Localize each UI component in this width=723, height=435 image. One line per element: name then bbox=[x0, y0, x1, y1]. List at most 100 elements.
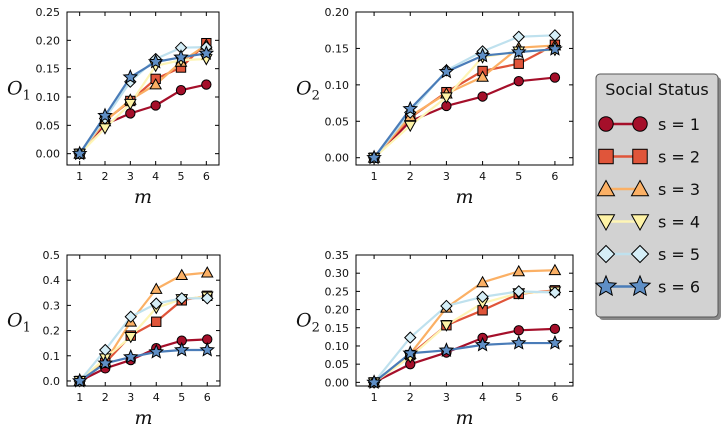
data-point bbox=[147, 53, 164, 69]
data-point bbox=[548, 286, 562, 299]
x-tick-label: 3 bbox=[443, 170, 450, 183]
data-point bbox=[476, 290, 489, 304]
series-line bbox=[373, 34, 555, 159]
x-tick-label: 6 bbox=[204, 391, 211, 404]
y-tick-label: 0.10 bbox=[325, 79, 350, 92]
x-axis-label: m bbox=[134, 407, 152, 429]
x-tick-label: 2 bbox=[102, 391, 109, 404]
data-point bbox=[402, 100, 419, 116]
legend-marker bbox=[632, 148, 648, 165]
x-tick-label: 1 bbox=[76, 170, 83, 183]
data-point bbox=[404, 331, 417, 344]
data-point bbox=[124, 310, 137, 323]
x-tick-label: 1 bbox=[371, 391, 378, 404]
data-point bbox=[97, 107, 113, 123]
x-tick-label: 6 bbox=[551, 170, 558, 183]
y-tick-label: 0.20 bbox=[325, 6, 350, 19]
y-axis-label: O1 bbox=[7, 310, 31, 336]
data-point bbox=[549, 323, 561, 335]
data-point bbox=[474, 47, 491, 63]
data-point bbox=[173, 341, 190, 357]
x-tick-label: 6 bbox=[551, 391, 558, 404]
x-tick-label: 4 bbox=[479, 170, 486, 183]
chart-panel-top-right: 1 2 3 4 5 6 0.00 0.05 0.10 0.15 0.20 m O2 bbox=[296, 6, 574, 208]
data-point bbox=[148, 343, 165, 359]
data-point bbox=[474, 336, 491, 352]
x-tick-label: 5 bbox=[178, 170, 185, 183]
x-tick-label: 5 bbox=[515, 391, 522, 404]
legend-box bbox=[595, 73, 719, 318]
data-point bbox=[438, 63, 455, 79]
y-tick-label: 0.25 bbox=[36, 6, 61, 19]
y-axis-label: O1 bbox=[7, 78, 31, 104]
y-tick-label: 0.05 bbox=[36, 119, 61, 132]
y-tick-label: 0.3 bbox=[43, 299, 61, 312]
data-point bbox=[438, 342, 455, 357]
data-point bbox=[149, 78, 163, 90]
data-point bbox=[149, 282, 163, 294]
y-tick-label: 0.00 bbox=[325, 152, 350, 165]
x-tick-label: 4 bbox=[152, 170, 159, 183]
legend: Social Status s = 1 s = 2 s = 3 s = 4 s = 5 s … bbox=[594, 73, 721, 320]
legend-label: s = 6 bbox=[658, 278, 700, 297]
plot-frame bbox=[355, 254, 574, 387]
data-point bbox=[150, 100, 161, 111]
data-point bbox=[175, 292, 188, 305]
x-tick-label: 2 bbox=[407, 391, 414, 404]
data-point bbox=[548, 263, 562, 276]
x-tick-label: 5 bbox=[515, 170, 522, 183]
y-tick-label: 0.4 bbox=[43, 274, 61, 287]
series-line bbox=[373, 327, 555, 384]
y-tick-label: 0.15 bbox=[36, 63, 61, 76]
y-tick-label: 0.15 bbox=[325, 42, 350, 55]
legend-marker bbox=[628, 274, 652, 297]
x-tick-label: 4 bbox=[153, 391, 160, 404]
data-point bbox=[122, 68, 139, 84]
data-point bbox=[513, 76, 524, 87]
y-tick-label: 0.10 bbox=[325, 340, 350, 353]
y-tick-label: 0.05 bbox=[325, 358, 350, 371]
data-point bbox=[512, 30, 525, 43]
legend-marker bbox=[632, 116, 648, 132]
data-point bbox=[123, 98, 137, 111]
series-line bbox=[373, 341, 555, 384]
data-point bbox=[402, 345, 419, 360]
y-tick-label: 0.30 bbox=[325, 267, 350, 280]
x-tick-label: 1 bbox=[76, 391, 83, 404]
data-point bbox=[150, 297, 163, 310]
legend-marker bbox=[596, 244, 616, 264]
data-point bbox=[549, 72, 561, 83]
data-point bbox=[366, 149, 382, 165]
data-point bbox=[510, 334, 527, 350]
x-tick-label: 5 bbox=[178, 391, 185, 404]
y-axis-label: O2 bbox=[296, 78, 320, 104]
data-point bbox=[476, 275, 489, 288]
data-point bbox=[173, 49, 189, 64]
data-point bbox=[200, 266, 214, 278]
data-point bbox=[71, 372, 88, 388]
y-tick-label: 0.00 bbox=[325, 376, 350, 389]
y-tick-label: 0.5 bbox=[43, 249, 61, 262]
data-point bbox=[122, 348, 139, 364]
x-axis-label: m bbox=[455, 407, 473, 429]
chart-panel-bottom-right: 1 2 3 4 5 6 0.00 0.05 0.10 0.15 0.20 0.25 0.30 0.35 m O… bbox=[296, 249, 574, 429]
data-point bbox=[201, 292, 214, 305]
series-line bbox=[373, 290, 555, 384]
x-tick-label: 2 bbox=[407, 170, 414, 183]
x-tick-label: 3 bbox=[127, 391, 134, 404]
data-point bbox=[71, 145, 88, 161]
x-tick-label: 2 bbox=[102, 170, 109, 183]
data-point bbox=[151, 316, 162, 327]
y-tick-label: 0.35 bbox=[325, 249, 350, 262]
legend-label: s = 5 bbox=[658, 245, 700, 264]
data-point bbox=[548, 29, 562, 42]
legend-label: s = 3 bbox=[658, 180, 700, 199]
data-point bbox=[440, 299, 453, 313]
data-point bbox=[512, 264, 526, 277]
y-tick-label: 0.00 bbox=[36, 148, 61, 161]
legend-marker bbox=[598, 148, 614, 165]
x-axis-label: m bbox=[134, 186, 152, 208]
data-point bbox=[513, 325, 524, 336]
legend-marker bbox=[630, 214, 650, 232]
